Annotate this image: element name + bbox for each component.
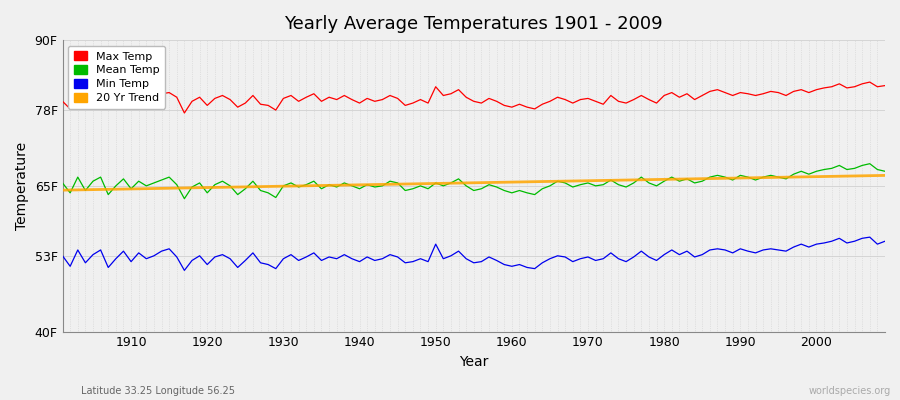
Y-axis label: Temperature: Temperature bbox=[15, 142, 29, 230]
X-axis label: Year: Year bbox=[459, 355, 489, 369]
Text: worldspecies.org: worldspecies.org bbox=[809, 386, 891, 396]
Text: Latitude 33.25 Longitude 56.25: Latitude 33.25 Longitude 56.25 bbox=[81, 386, 235, 396]
Title: Yearly Average Temperatures 1901 - 2009: Yearly Average Temperatures 1901 - 2009 bbox=[284, 15, 663, 33]
Legend: Max Temp, Mean Temp, Min Temp, 20 Yr Trend: Max Temp, Mean Temp, Min Temp, 20 Yr Tre… bbox=[68, 46, 165, 108]
